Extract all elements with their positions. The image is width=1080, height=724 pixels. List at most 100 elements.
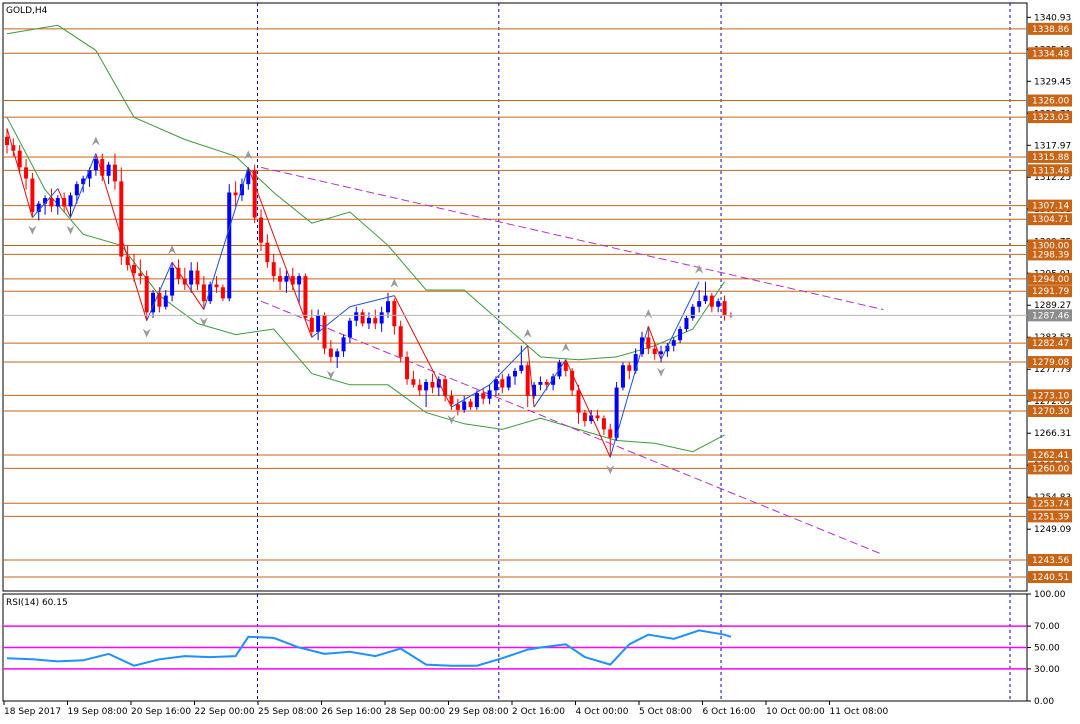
candle-body [398,326,403,357]
zigzag-segment [171,261,205,310]
candle [246,167,251,190]
candle [303,273,308,321]
candle-body [627,365,632,371]
price-level-label: 1291.79 [1032,287,1069,297]
candle-body [100,159,105,176]
time-axis-label: 25 Sep 08:00 [258,707,318,717]
candle-body [386,301,390,313]
fractal-up-arrow-icon [390,278,399,288]
candle [144,270,149,321]
candle [474,390,479,410]
candle [284,270,289,293]
rsi-axis-label: 50.00 [1034,644,1060,654]
candle [411,370,416,388]
candle-body [151,292,156,313]
candle-body [278,276,283,282]
candle [671,337,676,352]
candle [608,423,613,458]
price-level-tag [1028,404,1072,417]
candle [170,262,175,302]
candle-body [519,365,524,371]
candle-body [220,287,225,299]
price-level-label: 1294.00 [1032,275,1069,285]
price-level-label: 1260.00 [1032,464,1069,474]
current-price-label: 1287.46 [1032,311,1069,321]
candle-body [347,320,352,338]
bollinger-upper-band [6,24,725,361]
candle [208,281,213,304]
candle-body [716,301,721,307]
candle [703,281,708,304]
candle [601,415,606,435]
candle [341,334,346,357]
candle [532,381,537,399]
candle [297,273,302,304]
candle-body [227,192,232,299]
candle-body [468,401,473,408]
time-axis-label: 11 Oct 08:00 [830,707,889,717]
candle-body [601,418,606,430]
price-level-tag [1028,213,1072,226]
main-panel-frame [2,2,1028,592]
candle [373,309,378,330]
candle-body [303,276,308,318]
candle-body [297,276,302,285]
candle-body [354,312,359,321]
candle-body [30,178,35,213]
price-axis-label: 1317.97 [1034,141,1071,151]
time-axis-label: 19 Sep 08:00 [68,707,128,717]
zigzag-segment [660,281,700,360]
candle-body [481,393,486,399]
candle [417,379,422,396]
price-axis-label: 1272.05 [1034,397,1071,407]
candle [30,172,35,218]
candle-body [690,306,695,318]
candle-body [659,351,664,355]
candle [138,259,143,285]
price-axis-label: 1266.31 [1034,429,1071,439]
candle-body [5,136,9,146]
price-axis-label: 1249.09 [1034,525,1071,535]
candle-body [163,295,168,307]
price-level-tag [1028,199,1072,212]
zigzag-segment [451,384,490,408]
candle [576,384,581,424]
candle-body [544,381,549,385]
candle-body [112,164,117,182]
candle-body [106,164,111,176]
candle-body [678,329,683,341]
candle-body [665,345,670,352]
candle [316,309,321,341]
candle-body [633,354,638,371]
candle-body [195,270,200,285]
price-level-tag [1028,47,1072,60]
candle-body [614,387,619,438]
price-level-label: 1323.03 [1032,113,1069,123]
candle-body [392,301,397,327]
price-level-label: 1300.00 [1032,241,1069,251]
candle-body [328,348,333,357]
candle [487,384,492,405]
candle [678,326,683,343]
candle-body [576,390,581,413]
candle-body [208,284,213,302]
candle [132,253,136,282]
candle [589,409,594,424]
time-axis-label: 2 Oct 16:00 [512,707,565,717]
rsi-axis-label: 30.00 [1034,665,1060,675]
candle [81,175,86,193]
candle [627,362,632,380]
candle [5,128,9,154]
candle [684,315,689,332]
candle-body [176,267,181,279]
candle [17,145,22,173]
price-level-tag [1028,272,1072,285]
candle [112,153,117,190]
fractal-down-arrow-icon [142,328,151,338]
fractal-up-arrow-icon [91,136,100,146]
candle [455,398,460,416]
price-level-tag [1028,94,1072,107]
candle-body [36,203,41,213]
candle [43,195,48,215]
